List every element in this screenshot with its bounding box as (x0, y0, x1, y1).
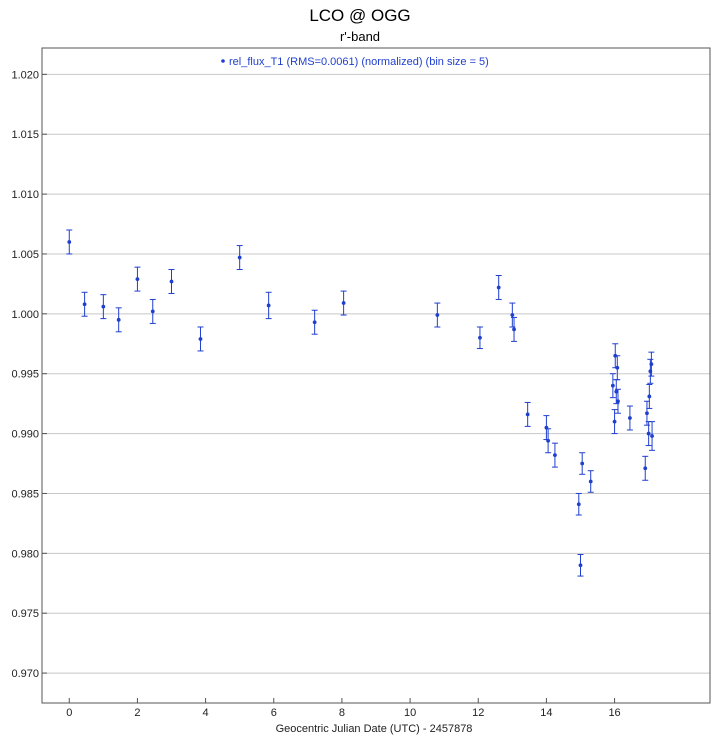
x-tick-label: 12 (472, 707, 484, 719)
x-tick-label: 0 (66, 707, 72, 719)
y-tick-label: 1.010 (11, 189, 39, 201)
legend-label: rel_flux_T1 (RMS=0.0061) (normalized) (b… (229, 56, 489, 68)
data-point (512, 327, 516, 332)
data-point (198, 337, 203, 341)
x-tick-label: 6 (271, 707, 277, 719)
data-point (650, 434, 654, 438)
data-point (580, 461, 585, 466)
y-tick-label: 0.995 (11, 369, 39, 381)
data-point (588, 479, 593, 484)
chart-subtitle: r'-band (339, 29, 381, 44)
y-tick-label: 0.970 (11, 668, 39, 680)
data-point (553, 453, 557, 458)
data-point (510, 313, 515, 317)
data-point (643, 466, 648, 471)
plot-area-frame (41, 47, 711, 704)
data-point (237, 255, 242, 260)
data-point (647, 394, 652, 399)
data-point (435, 313, 440, 317)
y-tick-label: 0.980 (11, 548, 39, 560)
data-point (610, 383, 615, 388)
y-tick-label: 1.000 (11, 309, 39, 321)
grid-lines (42, 73, 710, 674)
x-axis-ticks: 0 2 4 6 8 10 12 14 16 (66, 698, 621, 719)
data-point (150, 309, 155, 314)
data-point (646, 431, 651, 436)
data-point (649, 362, 654, 367)
data-point (645, 411, 649, 416)
legend-marker (221, 59, 225, 63)
data-point (341, 301, 346, 305)
data-point (169, 279, 174, 284)
data-point (525, 412, 530, 417)
data-point (478, 335, 482, 340)
data-point (616, 399, 620, 404)
y-tick-label: 1.015 (11, 129, 39, 141)
data-point (546, 438, 551, 443)
x-axis-label: Geocentric Julian Date (UTC) - 2457878 (276, 723, 473, 735)
data-point (312, 320, 317, 325)
data-point (496, 285, 501, 290)
x-tick-label: 10 (404, 707, 416, 719)
data-point (614, 389, 619, 394)
x-tick-label: 14 (540, 707, 552, 719)
x-tick-label: 16 (608, 707, 620, 719)
data-point (82, 302, 87, 307)
y-tick-label: 1.020 (11, 69, 39, 81)
x-tick-label: 4 (203, 707, 209, 719)
data-point (101, 304, 106, 309)
y-axis-ticks: 0.970 0.975 0.980 0.985 0.990 0.995 1.000 1.005… (11, 69, 47, 680)
data-point (615, 365, 620, 370)
data-point (578, 563, 583, 568)
y-tick-label: 0.985 (11, 488, 39, 500)
y-tick-label: 0.990 (11, 429, 39, 441)
x-tick-label: 2 (134, 707, 140, 719)
legend: rel_flux_T1 (RMS=0.0061) (normalized) (b… (221, 56, 489, 68)
data-series (66, 229, 656, 577)
data-point (266, 303, 271, 308)
chart-title: LCO @ OGG (309, 6, 411, 25)
data-point (628, 416, 632, 420)
data-point (67, 240, 72, 244)
data-point (116, 317, 121, 322)
y-tick-label: 0.975 (11, 608, 39, 620)
data-point (576, 502, 581, 507)
data-point (135, 277, 140, 282)
y-tick-label: 1.005 (11, 249, 39, 261)
data-point (612, 419, 617, 424)
x-tick-label: 8 (339, 707, 345, 719)
